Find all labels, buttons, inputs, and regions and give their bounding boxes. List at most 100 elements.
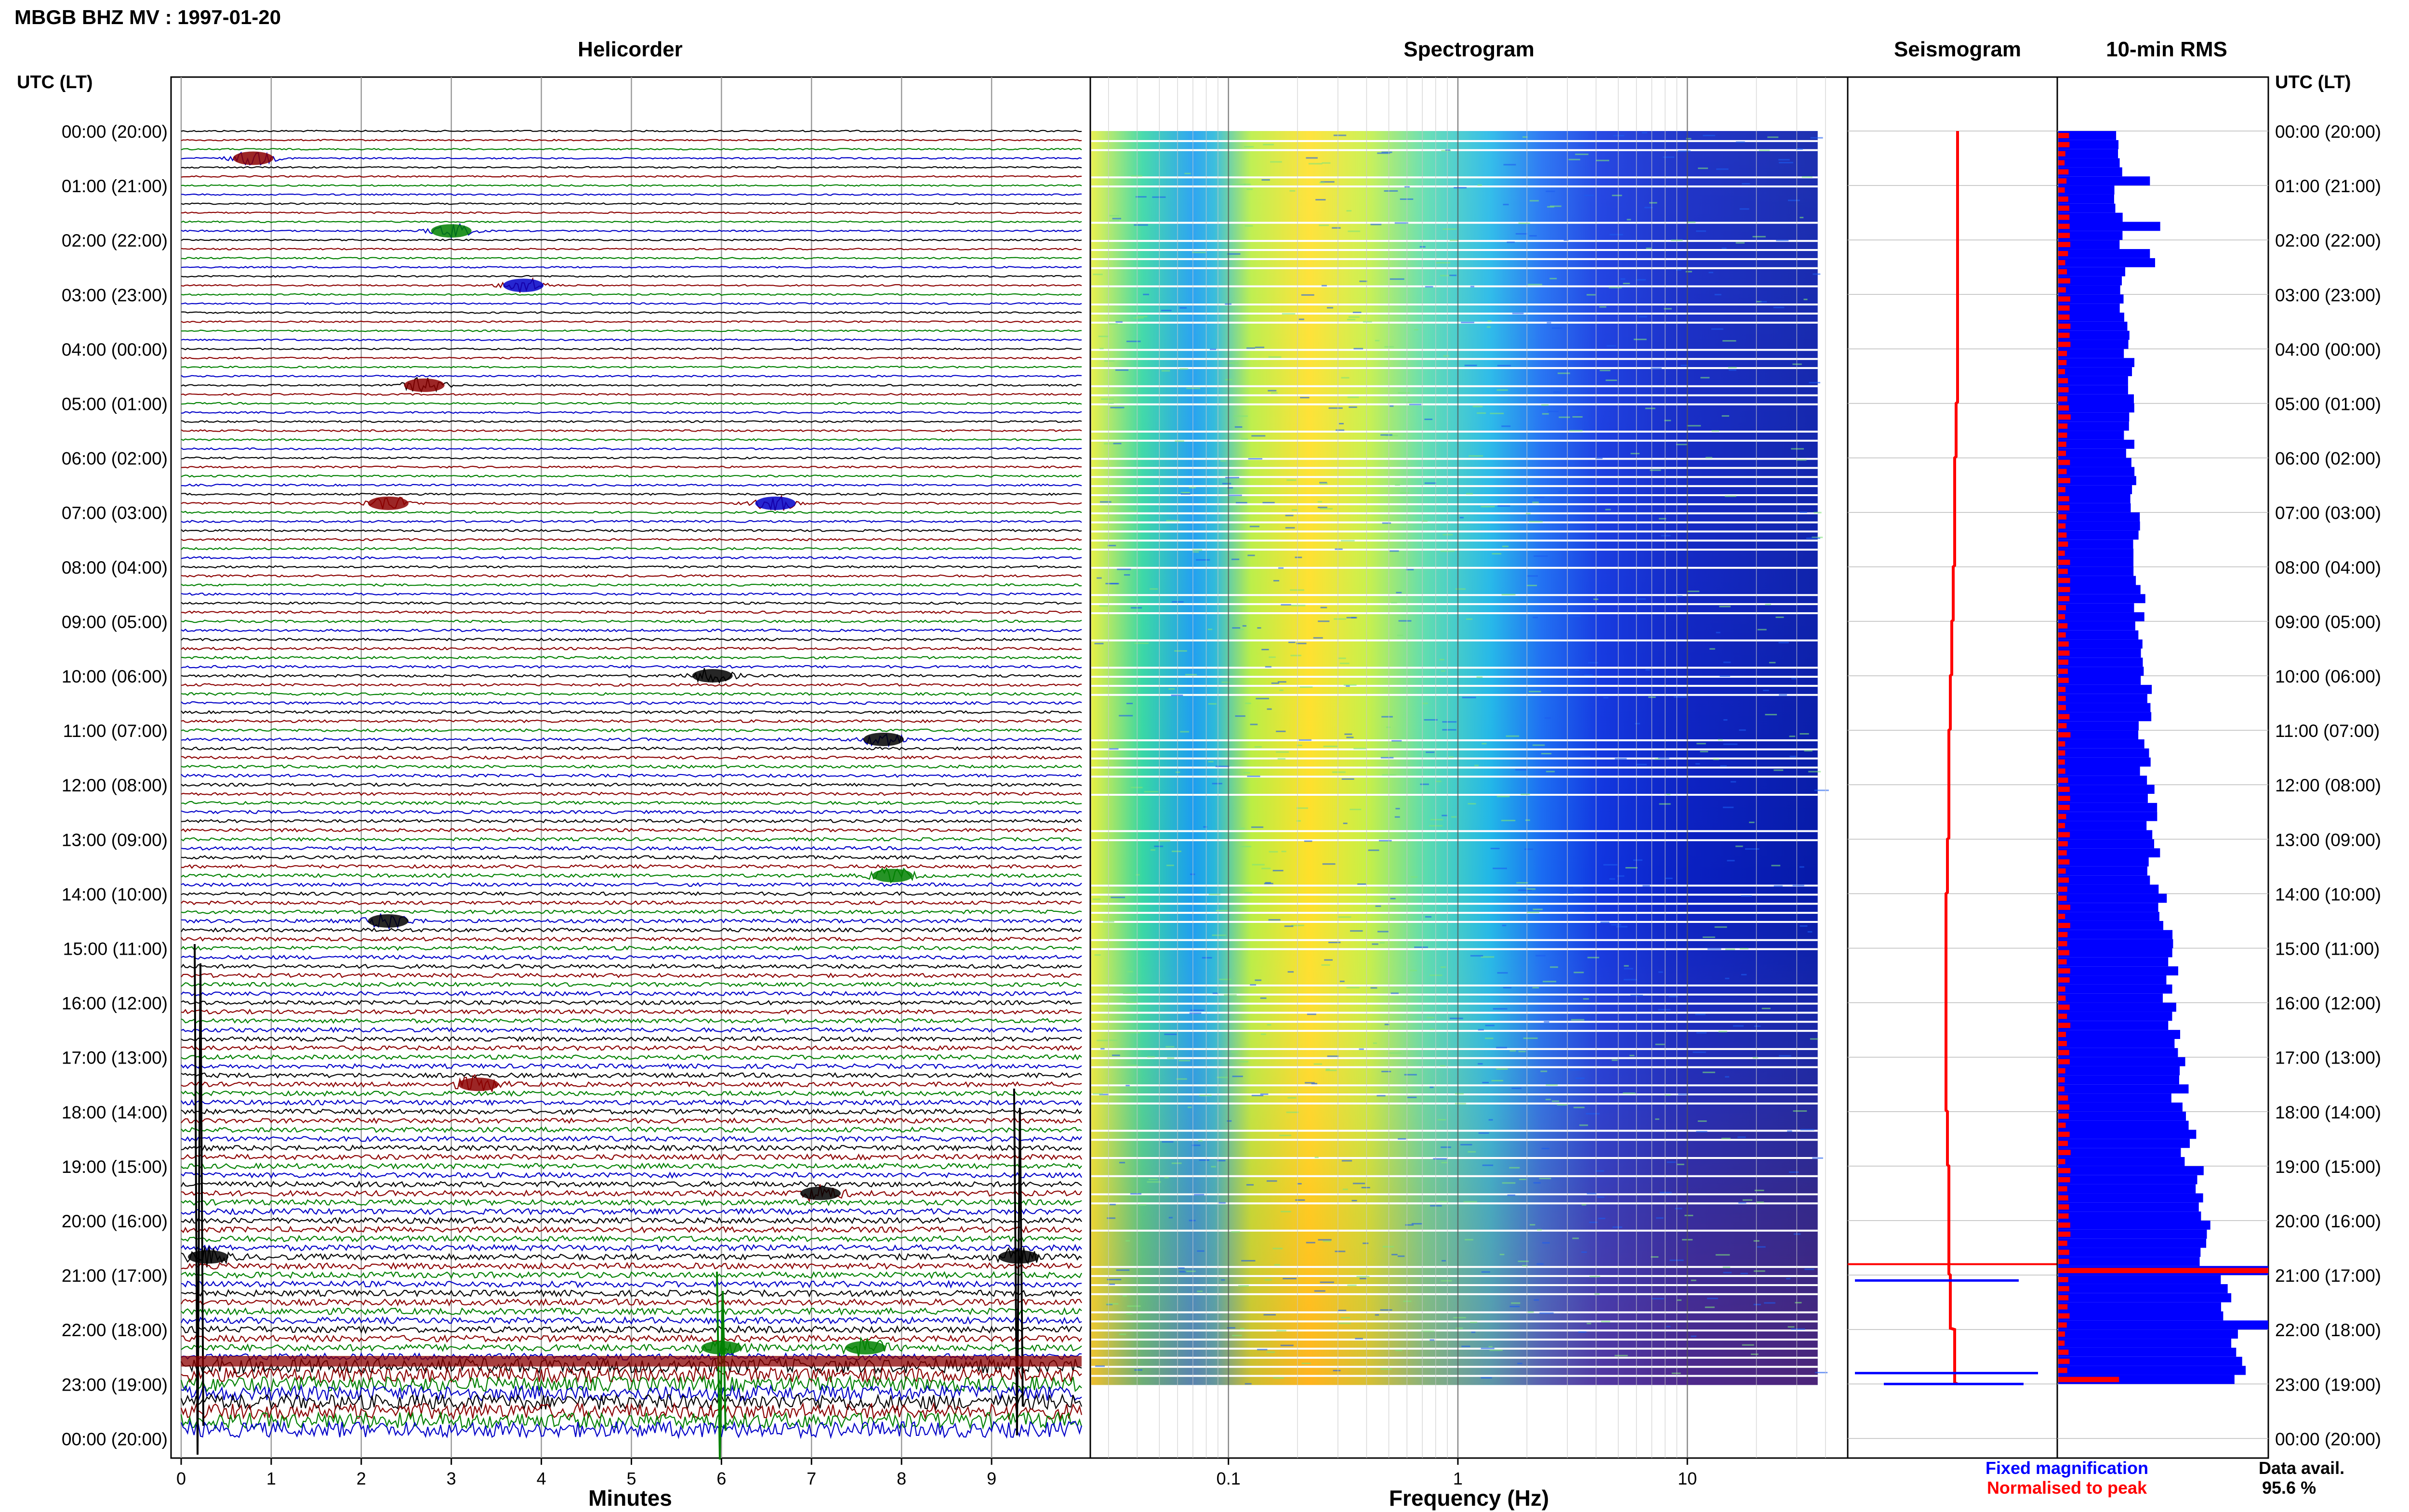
spectrogram-speckle (1359, 280, 1367, 282)
rms-fixed-bar (2058, 1120, 2189, 1130)
spectrogram-speckle (1390, 992, 1399, 994)
spectrogram-speckle (1441, 1146, 1451, 1148)
helicorder-event-burst (233, 151, 274, 165)
spectrogram-speckle (1301, 1362, 1311, 1364)
helicorder-trace-row (181, 1045, 1082, 1052)
spectrogram-speckle (1370, 987, 1377, 989)
spectrogram-speckle (1379, 942, 1385, 944)
spectrogram-speckle (1424, 482, 1436, 484)
spectrogram-speckle (1179, 307, 1187, 309)
spectrogram-speckle (1761, 1008, 1771, 1010)
spectrogram-speckle (1167, 1057, 1175, 1059)
spectrogram-speckle (1320, 1281, 1334, 1283)
minutes-tick-label: 7 (807, 1469, 816, 1488)
helicorder-trace-row (181, 619, 1082, 623)
spectrogram-speckle (1317, 501, 1322, 503)
spectrogram-speckle (1700, 750, 1708, 752)
spectrogram-speckle (1472, 406, 1483, 408)
spectrogram-speckle (1753, 1303, 1761, 1305)
spectrogram-speckle (1297, 807, 1308, 809)
spectrogram-speckle (1476, 676, 1483, 678)
spectrogram-speckle (1550, 205, 1562, 207)
helicorder-trace-row (181, 782, 1082, 787)
spectrogram-speckle (1296, 820, 1301, 822)
rms-fixed-bar (2058, 1311, 2224, 1321)
spectrogram-speckle (1256, 697, 1270, 699)
rms-fixed-bar (2058, 1202, 2199, 1212)
spectrogram-speckle (1707, 948, 1721, 950)
spectrogram-speckle (1352, 1183, 1365, 1184)
time-tick-label-left: 07:00 (03:00) (62, 503, 168, 523)
spectrogram-speckle (1810, 1038, 1818, 1040)
spectrogram-speckle (1525, 513, 1531, 514)
spectrogram-speckle (1180, 731, 1189, 733)
spectrogram-speckle (1615, 758, 1627, 760)
spectrogram-speckle (1442, 815, 1448, 816)
spectrogram-speckle (1517, 1363, 1522, 1365)
rms-fixed-bar (2058, 185, 2115, 195)
helicorder-trace-row (181, 1184, 1082, 1203)
time-tick-label-left: 08:00 (04:00) (62, 558, 168, 578)
spectrogram-speckle (1341, 1160, 1352, 1162)
time-ticks-left: 00:00 (20:00) 01:00 (21:00) 02:00 (22:00) 0… (62, 122, 168, 1449)
rms-fixed-bar (2058, 975, 2167, 985)
spectrogram-speckle (1119, 1162, 1125, 1164)
helicorder-event-burst (863, 732, 904, 746)
spectrogram-speckle (1382, 522, 1391, 524)
rms-fixed-bar (2058, 1084, 2189, 1094)
spectrogram-speckle (1481, 506, 1495, 508)
rms-fixed-bar (2058, 149, 2118, 158)
rms-fixed-bar (2058, 1356, 2242, 1366)
rms-normalised-bar (2058, 905, 2070, 910)
spectrogram-speckle (1645, 669, 1650, 671)
spectrogram-speckle (1773, 306, 1785, 308)
helicorder-trace-row (181, 1074, 1082, 1093)
rms-fixed-bar (2058, 785, 2155, 794)
helicorder-trace-row (181, 668, 1082, 684)
spectrogram-speckle (1466, 618, 1472, 620)
spectrogram-speckle (1493, 1008, 1508, 1010)
spectrogram-speckle (1609, 878, 1615, 880)
spectrogram-speckle (1298, 739, 1312, 741)
spectrogram-speckle (1741, 973, 1747, 975)
frequency-tick-label: 10 (1678, 1469, 1697, 1488)
rms-fixed-bar (2058, 131, 2117, 140)
helicorder-trace-row (181, 801, 1082, 805)
spectrogram-speckle (1571, 1019, 1585, 1021)
spectrogram-speckle (1718, 1031, 1727, 1033)
spectrogram-speckle (1603, 697, 1609, 699)
rms-fixed-bar (2058, 313, 2124, 322)
spectrogram-speckle (1311, 1083, 1318, 1085)
spectrogram-speckle (1126, 1032, 1140, 1034)
rms-fixed-bar (2058, 667, 2144, 676)
spectrogram-speckle (1176, 1078, 1187, 1080)
rms-normalised-bar (2058, 605, 2066, 611)
time-tick-label-right: 14:00 (10:00) (2275, 884, 2381, 904)
rms-fixed-bar (2058, 957, 2169, 967)
rms-normalised-bar (2058, 1204, 2069, 1210)
spectrogram-speckle (1563, 239, 1569, 241)
spectrogram-speckle (1612, 1226, 1623, 1228)
spectrogram-speckle (1381, 1071, 1391, 1073)
helicorder-event-burst (458, 1078, 499, 1091)
rms-normalised-bar (2058, 142, 2070, 147)
spectrogram-speckle (1552, 327, 1562, 329)
rms-fixed-bar (2058, 249, 2150, 258)
spectrogram-speckle (1598, 1218, 1605, 1220)
spectrogram-speckle (1757, 1246, 1766, 1248)
spectrogram-row-gap (1091, 612, 1818, 615)
helicorder-trace-row (181, 999, 1082, 1006)
spectrogram-speckle (1765, 604, 1771, 605)
spectrogram-speckle (1263, 144, 1274, 145)
spectrogram-speckle (1221, 681, 1230, 683)
spectrogram-speckle (1127, 1065, 1138, 1066)
spectrogram-speckle (1656, 1217, 1664, 1219)
spectrogram-speckle (1742, 1199, 1753, 1201)
rms-fixed-bar (2058, 930, 2173, 939)
spectrogram-speckle (1131, 175, 1142, 177)
frequency-axis-label: Frequency (Hz) (1389, 1486, 1549, 1511)
spectrogram-speckle (1427, 1017, 1434, 1019)
helicorder-trace-row (181, 728, 1082, 733)
rms-fixed-bar (2058, 385, 2128, 394)
spectrogram-speckle (1125, 1240, 1130, 1242)
